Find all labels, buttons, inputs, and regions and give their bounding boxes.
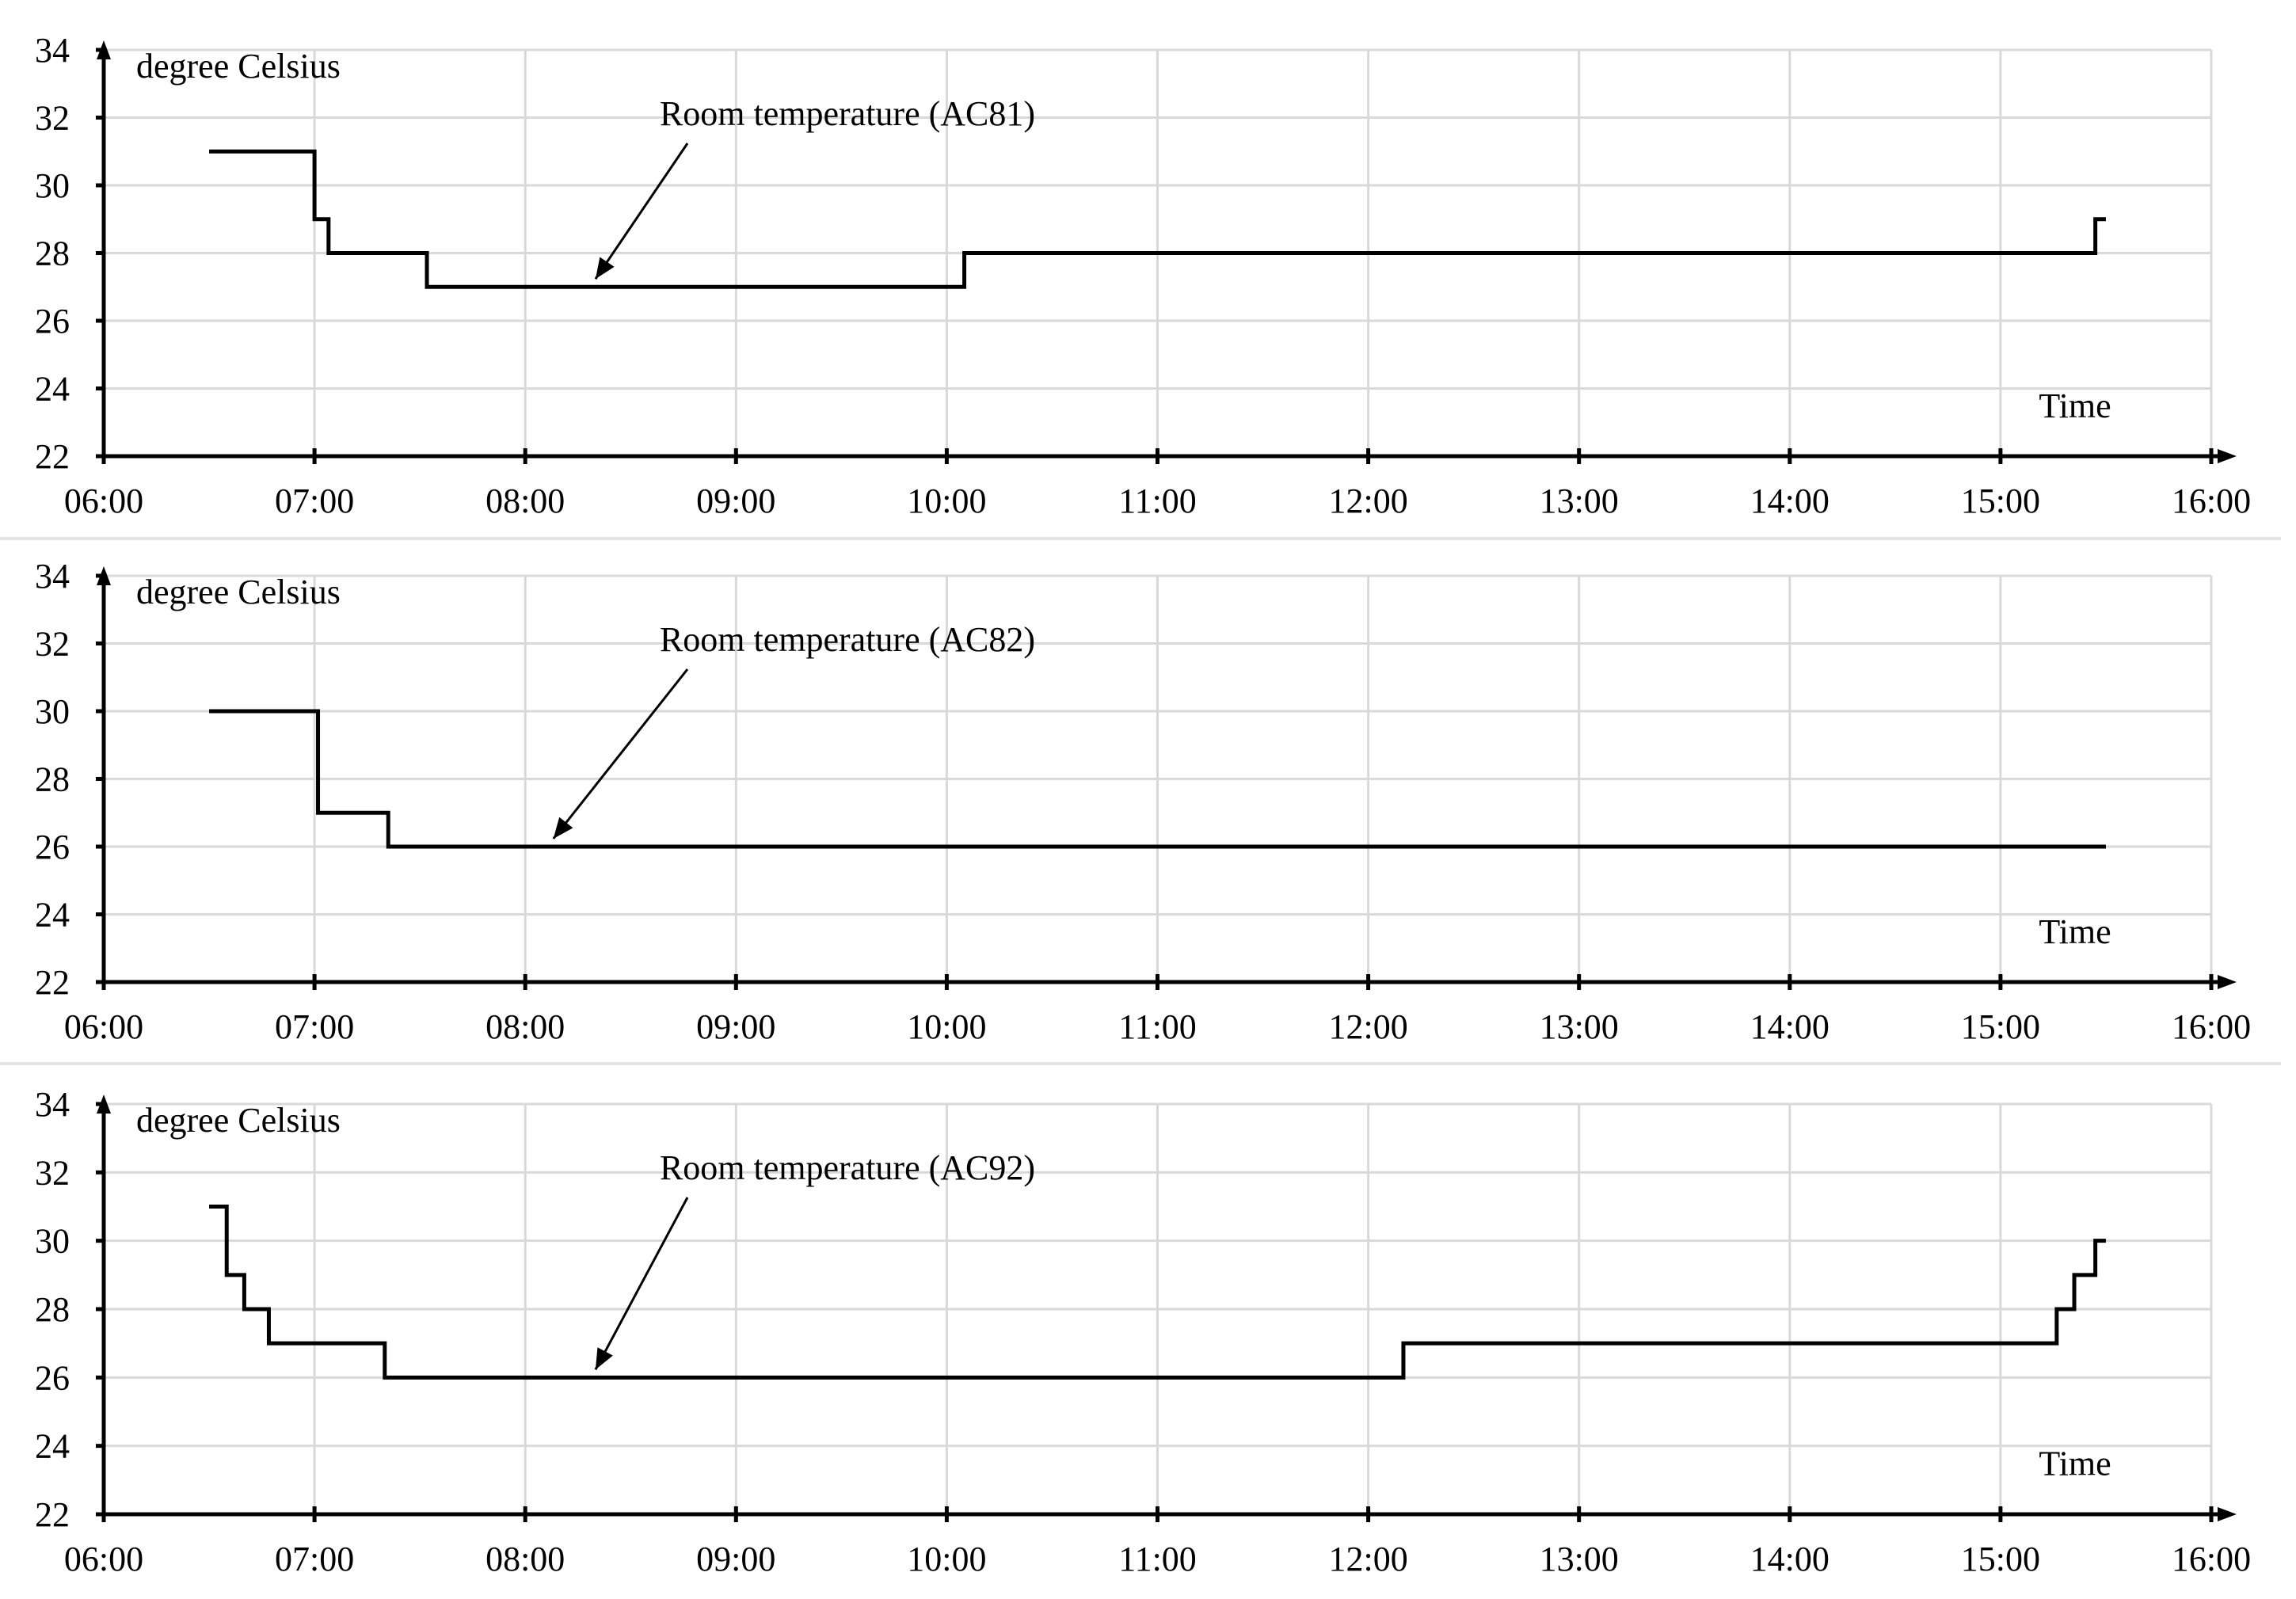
- x-tick-label: 14:00: [1750, 1540, 1830, 1578]
- x-axis-arrow-icon: [2218, 449, 2237, 463]
- x-axis-label: Time: [2039, 1444, 2111, 1483]
- series-line: [209, 1205, 2106, 1380]
- annotation-arrowhead-icon: [553, 817, 573, 839]
- series-line: [209, 709, 2106, 849]
- y-axis-label: degree Celsius: [136, 573, 341, 611]
- x-tick-label: 16:00: [2172, 1007, 2251, 1046]
- x-tick-label: 09:00: [696, 1540, 775, 1578]
- x-tick-label: 13:00: [1540, 1540, 1619, 1578]
- x-axis-arrow-icon: [2218, 975, 2237, 989]
- y-tick-label: 30: [35, 1222, 70, 1261]
- x-tick-label: 09:00: [696, 1007, 775, 1046]
- x-tick-label: 13:00: [1540, 482, 1619, 520]
- x-tick-label: 06:00: [64, 1540, 143, 1578]
- y-tick-label: 34: [35, 31, 70, 70]
- y-tick-label: 30: [35, 166, 70, 205]
- y-tick-label: 26: [35, 1358, 70, 1397]
- annotation-arrow-line: [594, 1197, 689, 1371]
- x-tick-label: 15:00: [1961, 1007, 2040, 1046]
- y-tick-label: 34: [35, 557, 70, 596]
- x-tick-label: 15:00: [1961, 482, 2040, 520]
- x-tick-label: 16:00: [2172, 482, 2251, 520]
- x-tick-label: 10:00: [907, 482, 986, 520]
- x-tick-label: 07:00: [275, 1007, 354, 1046]
- series-annotation: Room temperature (AC82): [660, 620, 1035, 659]
- y-tick-label: 22: [35, 963, 70, 1002]
- y-tick-label: 34: [35, 1085, 70, 1124]
- series-annotation: Room temperature (AC92): [660, 1148, 1035, 1187]
- x-tick-label: 06:00: [64, 482, 143, 520]
- x-tick-label: 09:00: [696, 482, 775, 520]
- y-tick-label: 28: [35, 1290, 70, 1329]
- y-tick-label: 32: [35, 99, 70, 138]
- annotation-arrowhead-icon: [595, 1347, 613, 1370]
- y-tick-label: 28: [35, 760, 70, 799]
- annotation-arrow-line: [552, 668, 689, 839]
- x-tick-label: 08:00: [485, 1007, 565, 1046]
- x-axis-label: Time: [2039, 912, 2111, 951]
- x-tick-label: 11:00: [1118, 1540, 1197, 1578]
- x-tick-label: 12:00: [1328, 1007, 1407, 1046]
- x-tick-label: 11:00: [1118, 482, 1197, 520]
- y-tick-label: 22: [35, 1495, 70, 1534]
- y-tick-label: 26: [35, 828, 70, 866]
- x-tick-label: 16:00: [2172, 1540, 2251, 1578]
- y-tick-label: 32: [35, 625, 70, 664]
- x-axis-arrow-icon: [2218, 1507, 2237, 1521]
- y-tick-label: 28: [35, 234, 70, 273]
- y-axis-label: degree Celsius: [136, 47, 341, 86]
- x-tick-label: 15:00: [1961, 1540, 2040, 1578]
- y-tick-label: 24: [35, 1427, 70, 1466]
- y-axis-label: degree Celsius: [136, 1101, 341, 1140]
- x-tick-label: 08:00: [485, 482, 565, 520]
- y-tick-label: 32: [35, 1153, 70, 1192]
- x-tick-label: 12:00: [1328, 1540, 1407, 1578]
- x-tick-label: 07:00: [275, 1540, 354, 1578]
- y-tick-label: 30: [35, 692, 70, 731]
- x-tick-label: 12:00: [1328, 482, 1407, 520]
- x-tick-label: 11:00: [1118, 1007, 1197, 1046]
- annotation-arrow-line: [594, 143, 689, 280]
- annotation-arrowhead-icon: [595, 257, 615, 280]
- series-line: [209, 149, 2106, 289]
- x-tick-label: 10:00: [907, 1007, 986, 1046]
- x-tick-label: 14:00: [1750, 482, 1830, 520]
- x-tick-label: 10:00: [907, 1540, 986, 1578]
- chart-panel: 06:00 07:00 08:00 09:00 10:00 11:00 12:00 13:00…: [35, 1085, 2251, 1578]
- x-tick-label: 14:00: [1750, 1007, 1830, 1046]
- x-axis-label: Time: [2039, 386, 2111, 425]
- series-annotation: Room temperature (AC81): [660, 94, 1035, 133]
- chart-panel: 06:00 07:00 08:00 09:00 10:00 11:00 12:00 13:00…: [35, 557, 2251, 1046]
- y-tick-label: 22: [35, 437, 70, 476]
- x-tick-label: 06:00: [64, 1007, 143, 1046]
- chart-panels: 06:00 07:00 08:00 09:00 10:00 11:00 12:00 13:00…: [0, 31, 2281, 1578]
- x-tick-label: 08:00: [485, 1540, 565, 1578]
- x-tick-label: 13:00: [1540, 1007, 1619, 1046]
- y-tick-label: 26: [35, 302, 70, 341]
- y-tick-label: 24: [35, 896, 70, 935]
- chart-panel: 06:00 07:00 08:00 09:00 10:00 11:00 12:00 13:00…: [35, 31, 2251, 520]
- x-tick-label: 07:00: [275, 482, 354, 520]
- y-tick-label: 24: [35, 370, 70, 409]
